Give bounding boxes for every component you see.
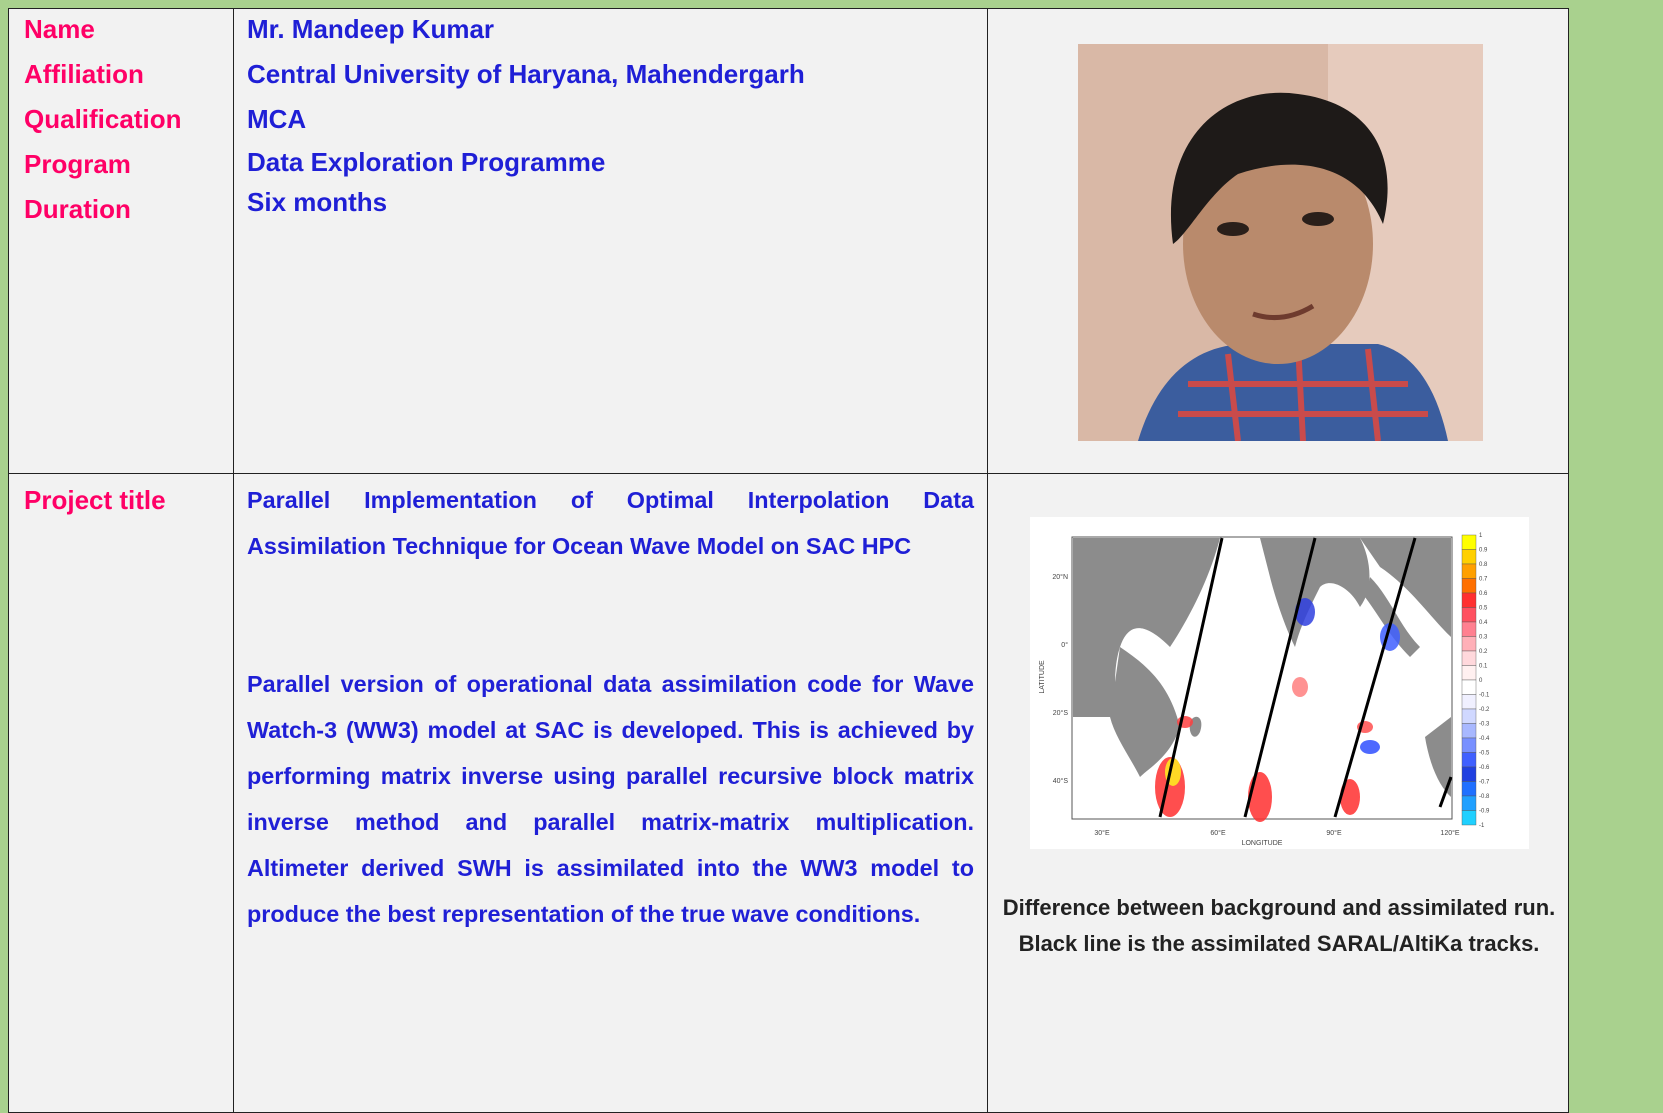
field-value: MCA — [247, 104, 307, 134]
field-label: Affiliation — [24, 59, 144, 89]
colorbar-swatch — [1461, 563, 1477, 579]
colorbar-label: -0.9 — [1479, 809, 1490, 815]
label-list: Name Affiliation Qualification Program Durat… — [24, 7, 181, 232]
colorbar-swatch — [1461, 694, 1477, 710]
colorbar-swatch — [1461, 621, 1477, 637]
project-cell: Parallel Implementation of Optimal Inter… — [233, 473, 988, 1113]
project-description: Parallel version of operational data ass… — [247, 671, 974, 927]
colorbar-swatch — [1461, 534, 1477, 550]
field-label: Program — [24, 149, 131, 179]
colorbar-swatch — [1461, 549, 1477, 565]
map-x-tick: 60°E — [1210, 829, 1226, 837]
field-label: Name — [24, 14, 95, 44]
photo-cell — [987, 8, 1569, 474]
figure-caption: Difference between background and assimi… — [1002, 895, 1556, 956]
colorbar-label: 0.6 — [1479, 591, 1488, 597]
colorbar-swatch — [1461, 810, 1477, 826]
colorbar-label: 0.2 — [1479, 649, 1488, 655]
colorbar-swatch — [1461, 766, 1477, 782]
colorbar-swatch — [1461, 592, 1477, 608]
colorbar-label: -0.3 — [1479, 722, 1490, 728]
figure-cell: 30°E 60°E 90°E 120°E 20°N 0° 20°S 40°S LONGITUDE… — [987, 473, 1569, 1113]
value-list: Mr. Mandeep Kumar Central University of H… — [247, 7, 805, 222]
value-cell: Mr. Mandeep Kumar Central University of H… — [233, 8, 988, 474]
map-y-tick: 20°N — [1052, 573, 1068, 581]
colorbar-label: -1 — [1479, 823, 1485, 829]
colorbar-label: 0 — [1479, 678, 1483, 684]
map-y-tick: 0° — [1061, 641, 1068, 649]
colorbar-label: 0.9 — [1479, 548, 1488, 554]
field-label: Qualification — [24, 104, 182, 134]
colorbar-swatch — [1461, 607, 1477, 623]
field-value: Six months — [247, 187, 388, 217]
colorbar-label: -0.4 — [1479, 736, 1490, 742]
colorbar-label: 0.3 — [1479, 635, 1488, 641]
map-x-tick: 120°E — [1440, 829, 1459, 837]
field-label: Duration — [24, 194, 131, 224]
colorbar-swatch — [1461, 781, 1477, 797]
map-x-tick: 90°E — [1326, 829, 1342, 837]
colorbar-label: 0.8 — [1479, 562, 1488, 568]
colorbar-swatch — [1461, 737, 1477, 753]
colorbar-label: -0.5 — [1479, 751, 1490, 757]
colorbar-swatch — [1461, 636, 1477, 652]
label-cell: Name Affiliation Qualification Program Durat… — [8, 8, 234, 474]
map-y-tick: 40°S — [1053, 777, 1069, 785]
project-label: Project title — [24, 485, 166, 515]
field-value: Mr. Mandeep Kumar — [247, 14, 495, 44]
project-title: Parallel Implementation of Optimal Inter… — [247, 487, 974, 559]
colorbar-label: -0.7 — [1479, 780, 1490, 786]
colorbar-label: -0.2 — [1479, 707, 1490, 713]
colorbar-label: 0.1 — [1479, 664, 1488, 670]
label-cell: Project title — [8, 473, 234, 1113]
colorbar-swatch — [1461, 578, 1477, 594]
colorbar-swatch — [1461, 752, 1477, 768]
colorbar-swatch — [1461, 650, 1477, 666]
map-figure: 30°E 60°E 90°E 120°E 20°N 0° 20°S 40°S LONGITUDE… — [1030, 517, 1529, 849]
field-value: Data Exploration Programme — [247, 147, 606, 177]
colorbar-label: -0.8 — [1479, 794, 1490, 800]
colorbar-swatch — [1461, 708, 1477, 724]
colorbar-swatch — [1461, 723, 1477, 739]
colorbar-swatch — [1461, 795, 1477, 811]
map-x-label: LONGITUDE — [1242, 840, 1283, 847]
map-x-tick: 30°E — [1094, 829, 1110, 837]
map-y-label: LATITUDE — [1039, 660, 1046, 694]
colorbar-label: -0.6 — [1479, 765, 1490, 771]
colorbar-swatch — [1461, 665, 1477, 681]
colorbar-label: 0.7 — [1479, 577, 1488, 583]
photo — [1078, 44, 1483, 441]
map-y-tick: 20°S — [1053, 709, 1069, 717]
colorbar-label: 0.4 — [1479, 620, 1488, 626]
colorbar-swatch — [1461, 679, 1477, 695]
colorbar-label: 0.5 — [1479, 606, 1488, 612]
colorbar-label: 1 — [1479, 533, 1483, 539]
field-value: Central University of Haryana, Mahenderg… — [247, 59, 805, 89]
colorbar-label: -0.1 — [1479, 693, 1490, 699]
